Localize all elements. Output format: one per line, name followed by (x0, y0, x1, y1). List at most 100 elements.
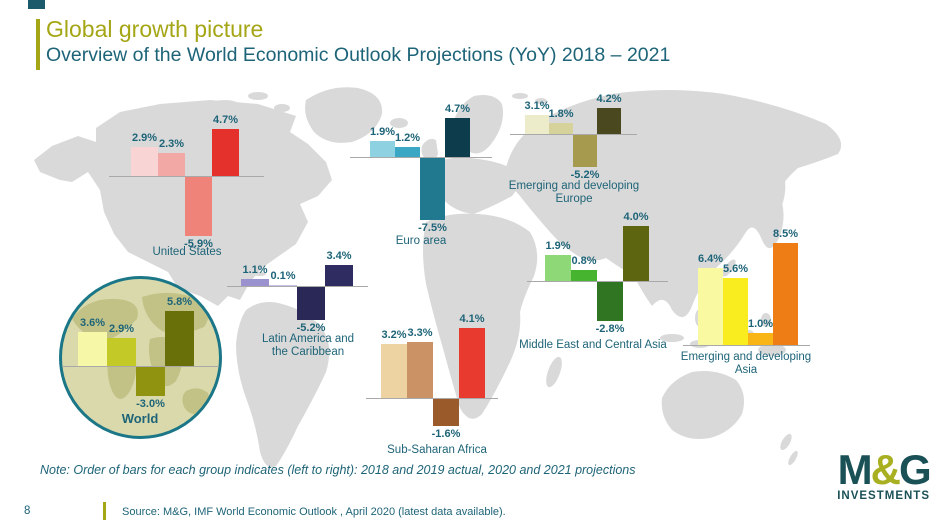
region-label-line: World (121, 411, 159, 426)
value-label-world-2019: 2.9% (108, 323, 135, 336)
value-label-emerging-developing-europe-2020: -5.2% (570, 168, 600, 181)
value-label-united-states-2021: 4.7% (212, 114, 239, 126)
value-label-emerging-developing-asia-2018: 6.4% (697, 253, 724, 266)
value-label-emerging-developing-europe-2018: 3.1% (524, 100, 550, 113)
value-label-latin-america-caribbean-2021: 3.4% (326, 249, 352, 262)
region-label-sub-saharan-africa: Sub-Saharan Africa (347, 444, 527, 457)
region-label-line: Euro area (395, 235, 447, 247)
world-baseline (62, 366, 219, 367)
page-subtitle: Overview of the World Economic Outlook P… (46, 44, 671, 66)
logo-ampersand-leaf: & (870, 446, 901, 493)
bar-world-2020 (136, 367, 165, 396)
mg-logo-investments: INVESTMENTS (837, 490, 930, 502)
bar-emerging-developing-asia-2019 (723, 277, 748, 345)
value-label-emerging-developing-asia-2021: 8.5% (772, 228, 799, 240)
bar-euro-area-2018 (370, 141, 395, 157)
mg-logo-wordmark: M&G (837, 449, 932, 491)
mg-logo: M&G INVESTMENTS (837, 449, 932, 503)
bar-emerging-developing-asia-2021 (773, 243, 798, 345)
bar-sub-saharan-africa-2020 (433, 399, 459, 427)
region-label-line: Middle East and Central Asia (519, 339, 667, 351)
region-label-euro-area: Euro area (331, 235, 511, 248)
emerging-developing-asia-baseline (683, 345, 810, 346)
sub-saharan-africa-baseline (366, 398, 498, 399)
value-label-euro-area-2020: -7.5% (418, 221, 447, 234)
bar-united-states-2018 (131, 147, 158, 176)
bar-sub-saharan-africa-2018 (381, 343, 407, 398)
value-label-middle-east-central-asia-2021: 4.0% (623, 210, 649, 223)
region-label-line: Europe (555, 192, 593, 205)
value-label-middle-east-central-asia-2019: 0.8% (571, 254, 597, 267)
bar-latin-america-caribbean-2018 (241, 279, 269, 286)
region-label-world: World (50, 411, 230, 426)
logo-g: G (898, 446, 932, 493)
region-label-line: Sub-Saharan Africa (387, 444, 487, 456)
page-title: Global growth picture (46, 16, 264, 42)
bar-world-2021 (165, 310, 194, 366)
region-label-line: Emerging and developing (680, 351, 812, 363)
bar-latin-america-caribbean-2021 (325, 264, 353, 286)
euro-area-baseline (350, 157, 492, 158)
value-label-sub-saharan-africa-2018: 3.2% (381, 328, 407, 341)
region-label-line: Asia (734, 363, 758, 376)
value-label-united-states-2018: 2.9% (131, 132, 158, 144)
bar-world-2019 (107, 338, 136, 366)
emerging-developing-europe-baseline (510, 134, 637, 135)
value-label-united-states-2019: 2.3% (158, 138, 185, 150)
region-label-line: United States (152, 246, 222, 258)
bar-emerging-developing-europe-2019 (549, 123, 573, 134)
source-text: Source: M&G, IMF World Economic Outlook … (122, 506, 506, 518)
logo-m: M (837, 446, 873, 493)
page-number: 8 (24, 505, 31, 517)
bar-united-states-2019 (158, 153, 185, 176)
bar-euro-area-2020 (420, 158, 445, 220)
bar-emerging-developing-asia-2018 (698, 268, 723, 345)
bar-united-states-2021 (212, 129, 239, 176)
region-label-line: the Caribbean (271, 345, 345, 358)
bar-latin-america-caribbean-2019 (269, 284, 297, 286)
value-label-world-2021: 5.8% (166, 295, 193, 308)
middle-east-central-asia-baseline (527, 281, 668, 282)
bar-middle-east-central-asia-2018 (545, 254, 571, 281)
corner-accent (28, 0, 45, 9)
region-label-line: Latin America and (261, 333, 355, 345)
value-label-emerging-developing-asia-2020: 1.0% (747, 318, 774, 330)
bar-euro-area-2019 (395, 147, 420, 157)
footer-accent-rule (103, 502, 106, 520)
bar-euro-area-2021 (445, 118, 470, 157)
value-label-emerging-developing-europe-2019: 1.8% (548, 108, 574, 121)
value-label-middle-east-central-asia-2018: 1.9% (545, 239, 571, 252)
region-label-latin-america-caribbean: Latin America and the Caribbean (218, 333, 398, 358)
value-label-euro-area-2018: 1.9% (369, 126, 396, 139)
value-label-euro-area-2019: 1.2% (394, 132, 421, 145)
bar-middle-east-central-asia-2019 (571, 269, 597, 281)
value-label-middle-east-central-asia-2020: -2.8% (595, 322, 625, 335)
region-label-middle-east-central-asia: Middle East and Central Asia (503, 339, 683, 352)
latin-america-caribbean-baseline (227, 286, 368, 287)
value-label-sub-saharan-africa-2019: 3.3% (407, 326, 433, 339)
value-label-latin-america-caribbean-2019: 0.1% (270, 269, 296, 282)
bar-middle-east-central-asia-2020 (597, 282, 623, 321)
value-label-emerging-developing-europe-2021: 4.2% (596, 93, 622, 106)
value-label-sub-saharan-africa-2021: 4.1% (459, 313, 485, 326)
region-label-line: Emerging and developing (508, 180, 640, 192)
united-states-baseline (109, 176, 264, 177)
value-label-sub-saharan-africa-2020: -1.6% (431, 428, 461, 441)
bar-world-2018 (78, 331, 107, 366)
value-label-world-2020: -3.0% (136, 397, 165, 410)
value-label-euro-area-2021: 4.7% (444, 103, 471, 116)
bar-latin-america-caribbean-2020 (297, 287, 325, 320)
title-accent-rule (36, 19, 40, 70)
value-label-world-2018: 3.6% (79, 316, 106, 329)
region-label-emerging-developing-europe: Emerging and developing Europe (484, 180, 664, 205)
note-text: Note: Order of bars for each group indic… (40, 463, 636, 477)
